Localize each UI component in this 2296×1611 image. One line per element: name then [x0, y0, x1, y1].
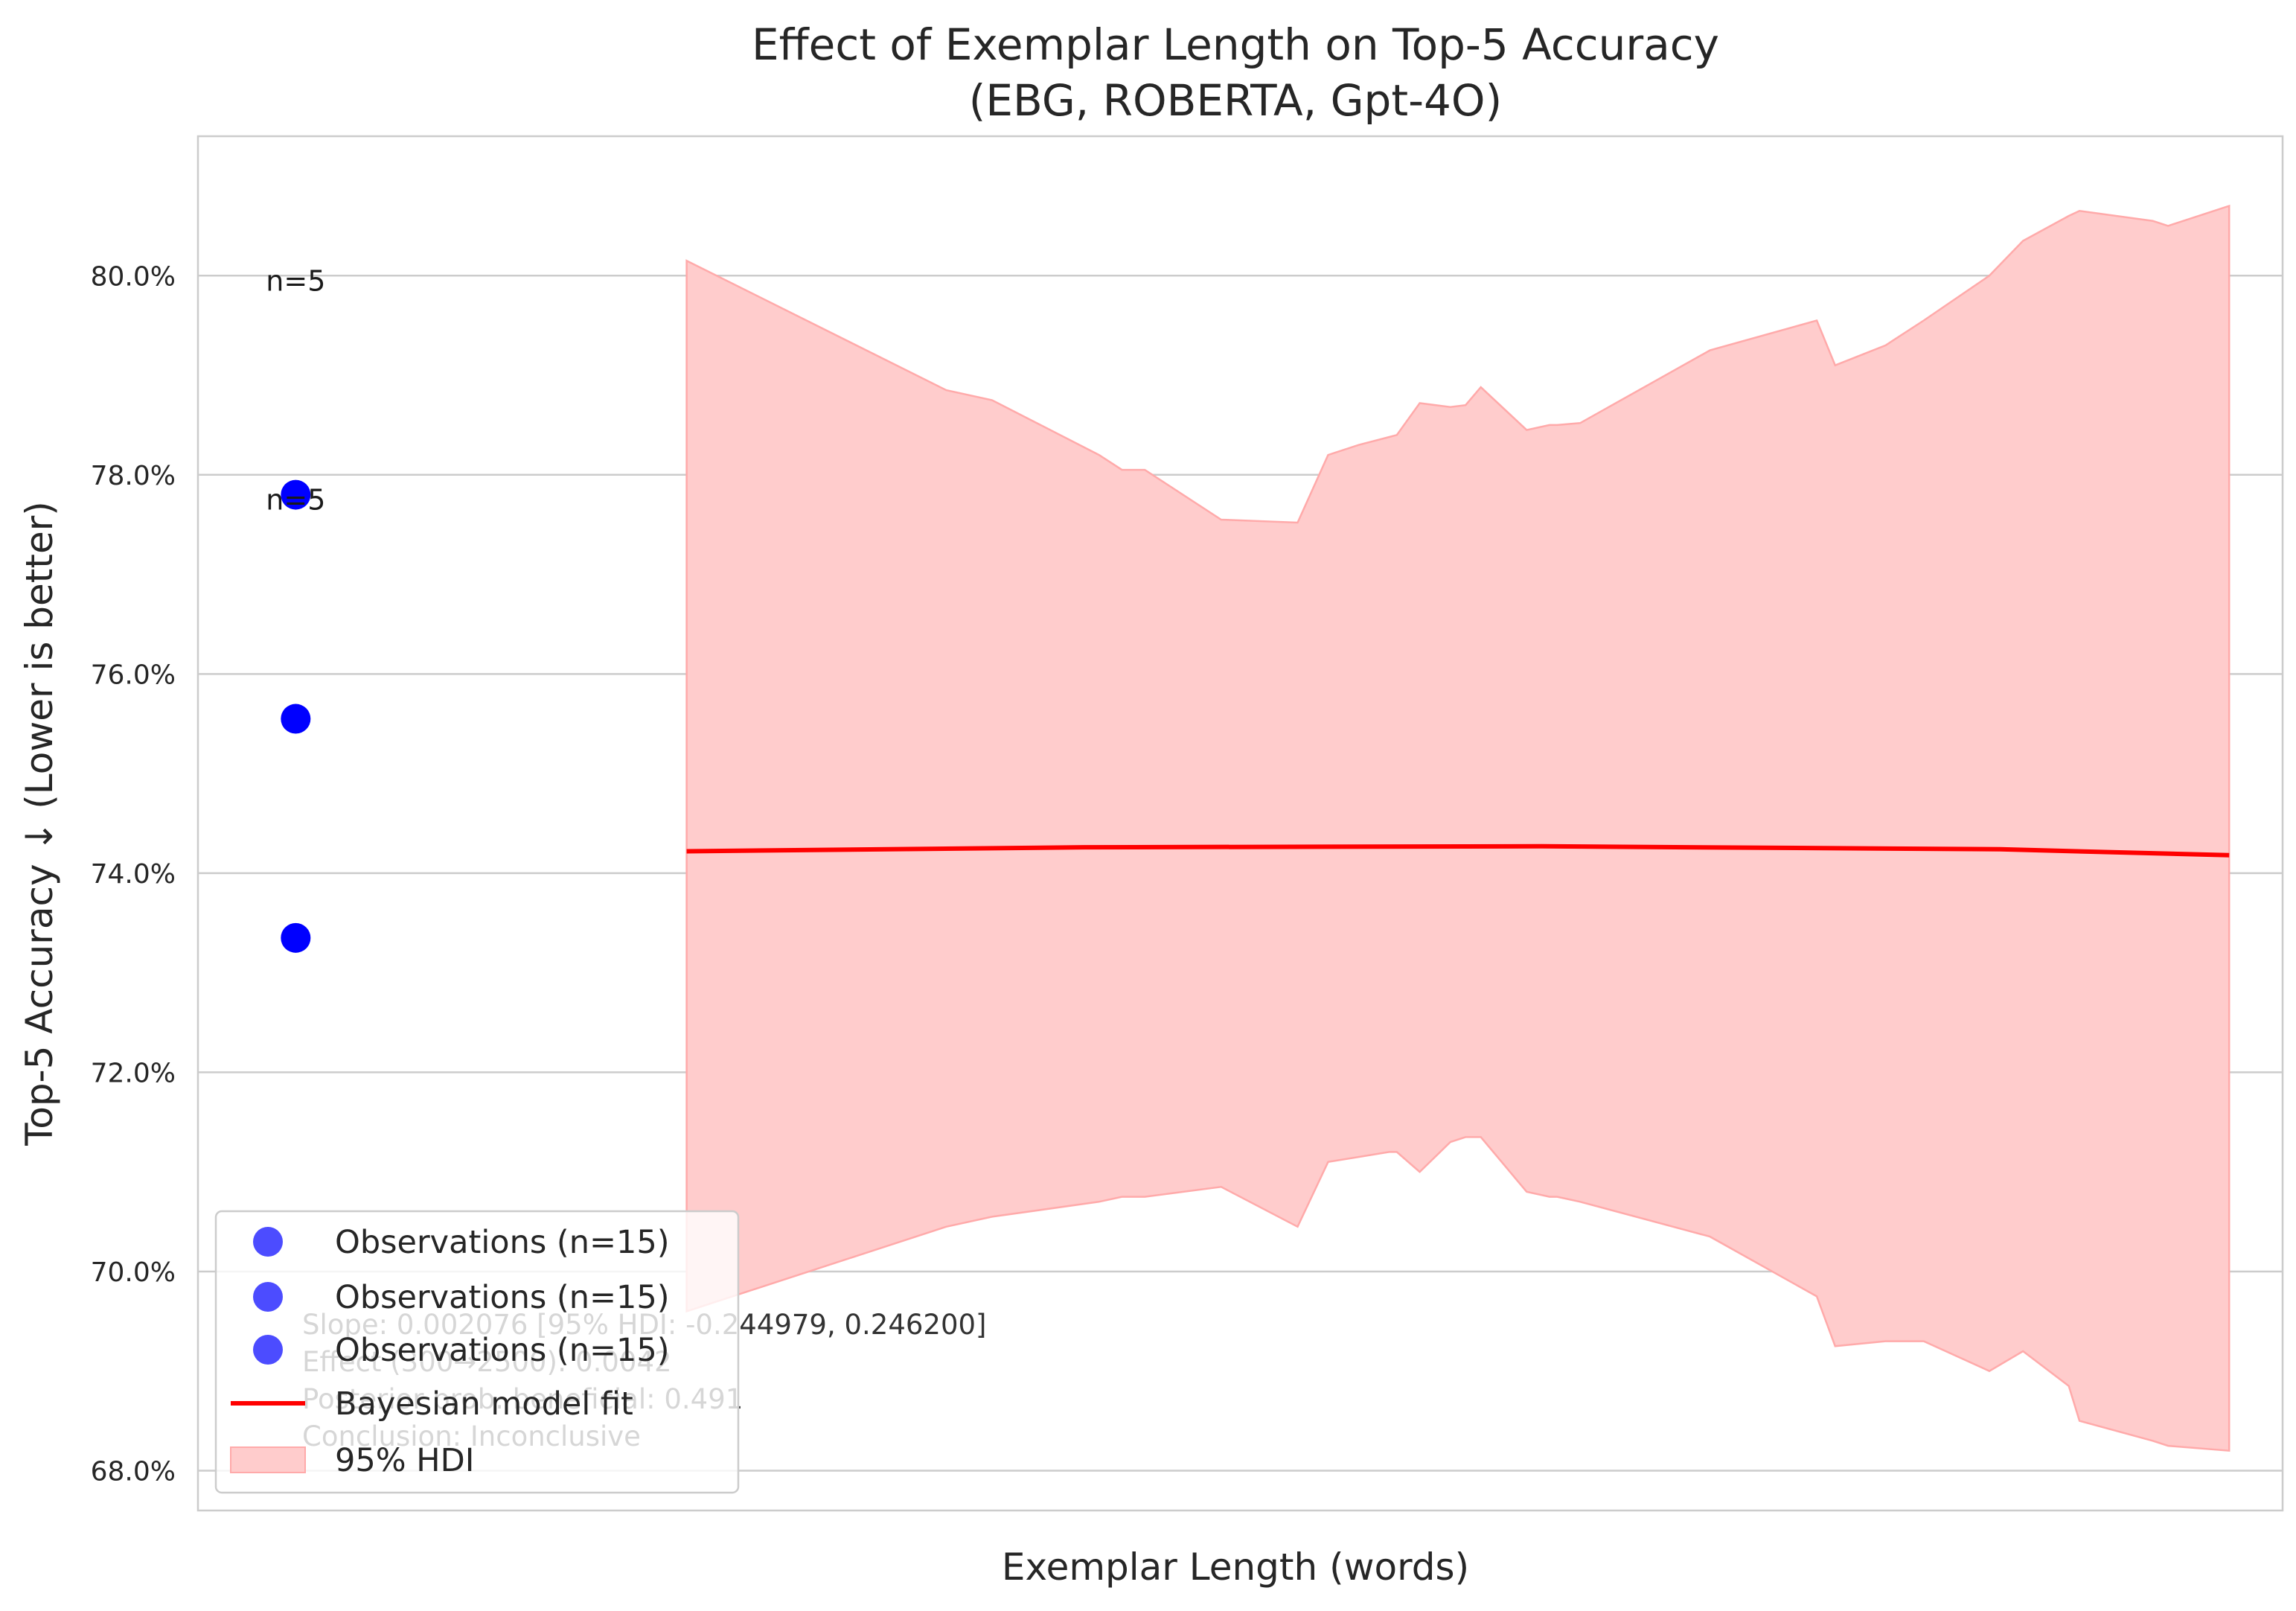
- y-tick-label: 70.0%: [91, 1257, 176, 1288]
- y-tick-label: 80.0%: [91, 261, 176, 292]
- observation-point: [281, 704, 311, 734]
- observation-point: [281, 479, 311, 510]
- y-axis-label: Top-5 Accuracy ↓ (Lower is better): [18, 501, 61, 1146]
- legend: Observations (n=15) Observations (n=15) Ob…: [214, 1210, 740, 1494]
- y-tick-label: 68.0%: [91, 1456, 176, 1487]
- legend-patch: [230, 1446, 306, 1473]
- observation-points: [281, 479, 311, 953]
- y-axis-ticks: 68.0% 70.0% 72.0% 74.0% 76.0% 78.0% 80.0%: [91, 261, 176, 1487]
- legend-marker: [253, 1335, 283, 1365]
- count-label: n=5: [266, 484, 325, 517]
- legend-marker: [253, 1227, 283, 1257]
- legend-label: Observations (n=15): [335, 1332, 669, 1369]
- legend-label: Observations (n=15): [335, 1224, 669, 1261]
- plot-frame: [196, 135, 2284, 1512]
- chart-title: Effect of Exemplar Length on Top-5 Accur…: [752, 19, 1719, 70]
- legend-box: [214, 1210, 740, 1494]
- hdi-band-layer: [685, 204, 2231, 1452]
- y-tick-label: 76.0%: [91, 660, 176, 690]
- chart-subtitle: (EBG, ROBERTA, Gpt-4O): [969, 75, 1502, 126]
- fit-line: [686, 843, 2230, 858]
- count-label: n=5: [266, 264, 325, 297]
- legend-label: 95% HDI: [335, 1442, 474, 1479]
- y-tick-label: 78.0%: [91, 461, 176, 491]
- hdi-band: [685, 204, 2231, 1452]
- count-labels: n=5 n=5: [266, 264, 325, 516]
- legend-marker: [253, 1282, 283, 1312]
- legend-label: Observations (n=15): [335, 1279, 669, 1316]
- y-tick-label: 72.0%: [91, 1058, 176, 1088]
- legend-label: Bayesian model fit: [335, 1385, 633, 1423]
- observation-point: [281, 922, 311, 953]
- fit-line-layer: [686, 843, 2230, 858]
- x-axis-label: Exemplar Length (words): [1002, 1545, 1469, 1589]
- y-tick-label: 74.0%: [91, 859, 176, 890]
